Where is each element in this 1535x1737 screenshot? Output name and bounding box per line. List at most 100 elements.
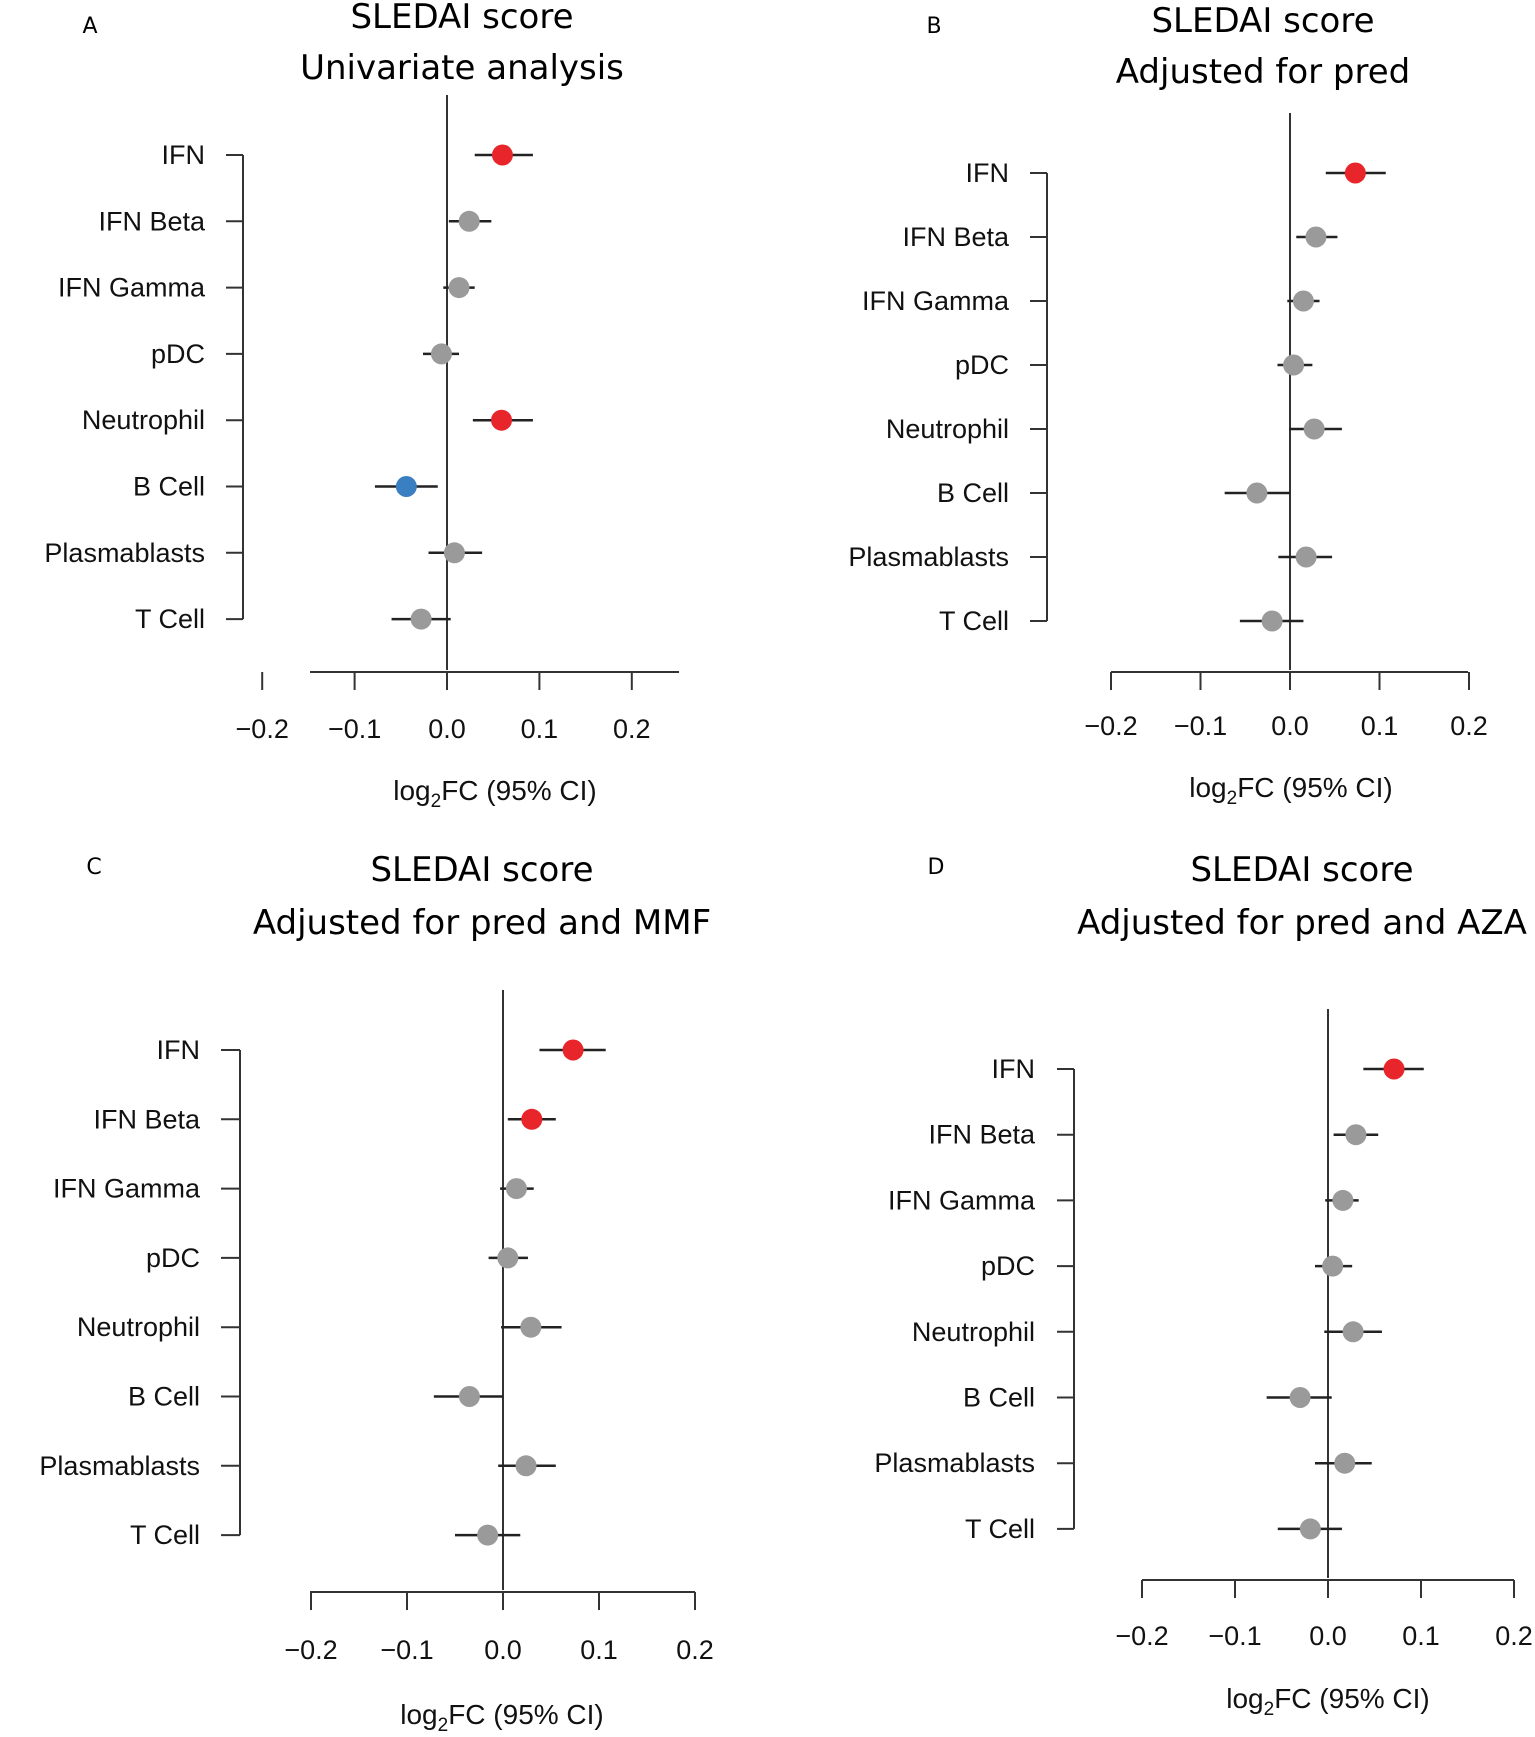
point-estimate: [1261, 610, 1283, 632]
x-tick-label: 0.0: [1309, 1621, 1347, 1651]
point-estimate: [1295, 546, 1317, 568]
x-tick-label: −0.1: [1208, 1621, 1261, 1651]
point-estimate: [1305, 226, 1327, 248]
x-tick-label: 0.0: [1271, 711, 1309, 741]
chart-panel-b: B SLEDAI score Adjusted for pred IFN IFN Bet…: [848, 1, 1487, 809]
panel-letter: D: [928, 855, 945, 880]
category-label: IFN Beta: [902, 222, 1010, 252]
category-label: pDC: [151, 339, 205, 369]
chart-subtitle: Univariate analysis: [300, 48, 624, 88]
category-label: Plasmablasts: [44, 538, 205, 568]
point-estimate: [521, 1108, 543, 1130]
point-estimate: [1246, 482, 1268, 504]
chart-title: SLEDAI score: [1190, 850, 1413, 890]
x-tick-label: 0.2: [1450, 711, 1488, 741]
category-label: IFN Gamma: [58, 273, 206, 303]
point-estimate: [1289, 1387, 1311, 1408]
category-label: B Cell: [133, 472, 205, 502]
category-label: T Cell: [965, 1514, 1035, 1544]
chart-subtitle: Adjusted for pred and AZA: [1077, 903, 1527, 943]
x-tick-label: −0.2: [236, 714, 289, 744]
point-estimate: [505, 1178, 527, 1200]
x-tick-label: 0.2: [613, 714, 651, 744]
x-tick-label: −0.2: [1115, 1621, 1168, 1651]
x-axis-label: log2FC (95% CI): [400, 1699, 604, 1736]
point-estimate: [410, 608, 432, 630]
category-label: pDC: [955, 350, 1009, 380]
point-estimate: [443, 542, 465, 564]
category-label: B Cell: [937, 478, 1009, 508]
point-estimate: [1303, 418, 1325, 440]
category-label: B Cell: [963, 1383, 1035, 1413]
panel-letter: A: [82, 14, 97, 39]
x-tick-label: 0.1: [1402, 1621, 1440, 1651]
point-estimate: [1332, 1189, 1354, 1211]
x-tick-label: 0.2: [676, 1635, 714, 1665]
point-estimate: [1292, 290, 1314, 312]
category-label: Neutrophil: [912, 1317, 1035, 1347]
x-tick-label: 0.1: [521, 714, 559, 744]
chart-subtitle: Adjusted for pred and MMF: [253, 903, 711, 943]
category-label: IFN: [162, 140, 206, 170]
x-tick-label: −0.1: [328, 714, 381, 744]
category-label: Plasmablasts: [39, 1451, 200, 1481]
category-label: T Cell: [135, 604, 205, 634]
category-label: IFN: [966, 158, 1010, 188]
panel-letter: C: [86, 855, 101, 880]
point-estimate: [1283, 354, 1305, 376]
point-estimate: [1344, 162, 1366, 184]
x-tick-label: 0.0: [428, 714, 466, 744]
x-tick-label: 0.1: [1361, 711, 1399, 741]
point-estimate: [491, 409, 513, 431]
category-label: IFN Beta: [928, 1120, 1036, 1150]
point-estimate: [448, 277, 470, 299]
category-label: Plasmablasts: [848, 542, 1009, 572]
point-estimate: [1383, 1058, 1405, 1080]
x-tick-label: −0.2: [284, 1635, 337, 1665]
chart-subtitle: Adjusted for pred: [1116, 52, 1410, 92]
point-estimate: [1342, 1321, 1364, 1343]
category-label: Neutrophil: [77, 1312, 200, 1342]
point-estimate: [562, 1039, 584, 1061]
x-axis-label: log2FC (95% CI): [393, 775, 597, 812]
category-label: IFN: [157, 1035, 201, 1065]
panel-letter: B: [926, 14, 941, 39]
point-estimate: [477, 1524, 499, 1546]
x-tick-label: 0.0: [484, 1635, 522, 1665]
chart-panel-c: C SLEDAI score Adjusted for pred and MMF IF…: [39, 850, 713, 1736]
category-label: T Cell: [130, 1520, 200, 1550]
chart-title: SLEDAI score: [350, 0, 573, 37]
chart-panel-d: D SLEDAI score Adjusted for pred and AZA IF…: [874, 850, 1532, 1720]
category-label: IFN Gamma: [888, 1185, 1036, 1215]
x-tick-label: −0.1: [1174, 711, 1227, 741]
category-label: IFN Gamma: [862, 286, 1010, 316]
x-tick-label: −0.2: [1084, 711, 1137, 741]
point-estimate: [395, 476, 417, 497]
point-estimate: [1322, 1255, 1344, 1277]
x-axis-label: log2FC (95% CI): [1189, 772, 1393, 809]
point-estimate: [520, 1316, 542, 1338]
category-label: pDC: [981, 1251, 1035, 1281]
category-label: IFN Beta: [93, 1104, 201, 1134]
point-estimate: [1334, 1452, 1356, 1474]
chart-title: SLEDAI score: [370, 850, 593, 890]
point-estimate: [1299, 1518, 1321, 1540]
point-estimate: [1345, 1124, 1367, 1146]
x-tick-label: −0.1: [380, 1635, 433, 1665]
category-label: IFN: [992, 1054, 1036, 1084]
category-label: B Cell: [128, 1382, 200, 1412]
category-label: T Cell: [939, 606, 1009, 636]
category-label: Plasmablasts: [874, 1448, 1035, 1478]
point-estimate: [458, 210, 480, 232]
chart-title: SLEDAI score: [1151, 1, 1374, 41]
category-label: Neutrophil: [886, 414, 1009, 444]
point-estimate: [491, 144, 513, 166]
chart-panel-a: A SLEDAI score Univariate analysis IFN IFN B…: [44, 0, 679, 812]
point-estimate: [430, 343, 452, 365]
x-axis-label: log2FC (95% CI): [1226, 1683, 1430, 1720]
point-estimate: [515, 1455, 537, 1477]
category-label: pDC: [146, 1243, 200, 1273]
point-estimate: [497, 1247, 519, 1269]
x-tick-label: 0.1: [580, 1635, 618, 1665]
